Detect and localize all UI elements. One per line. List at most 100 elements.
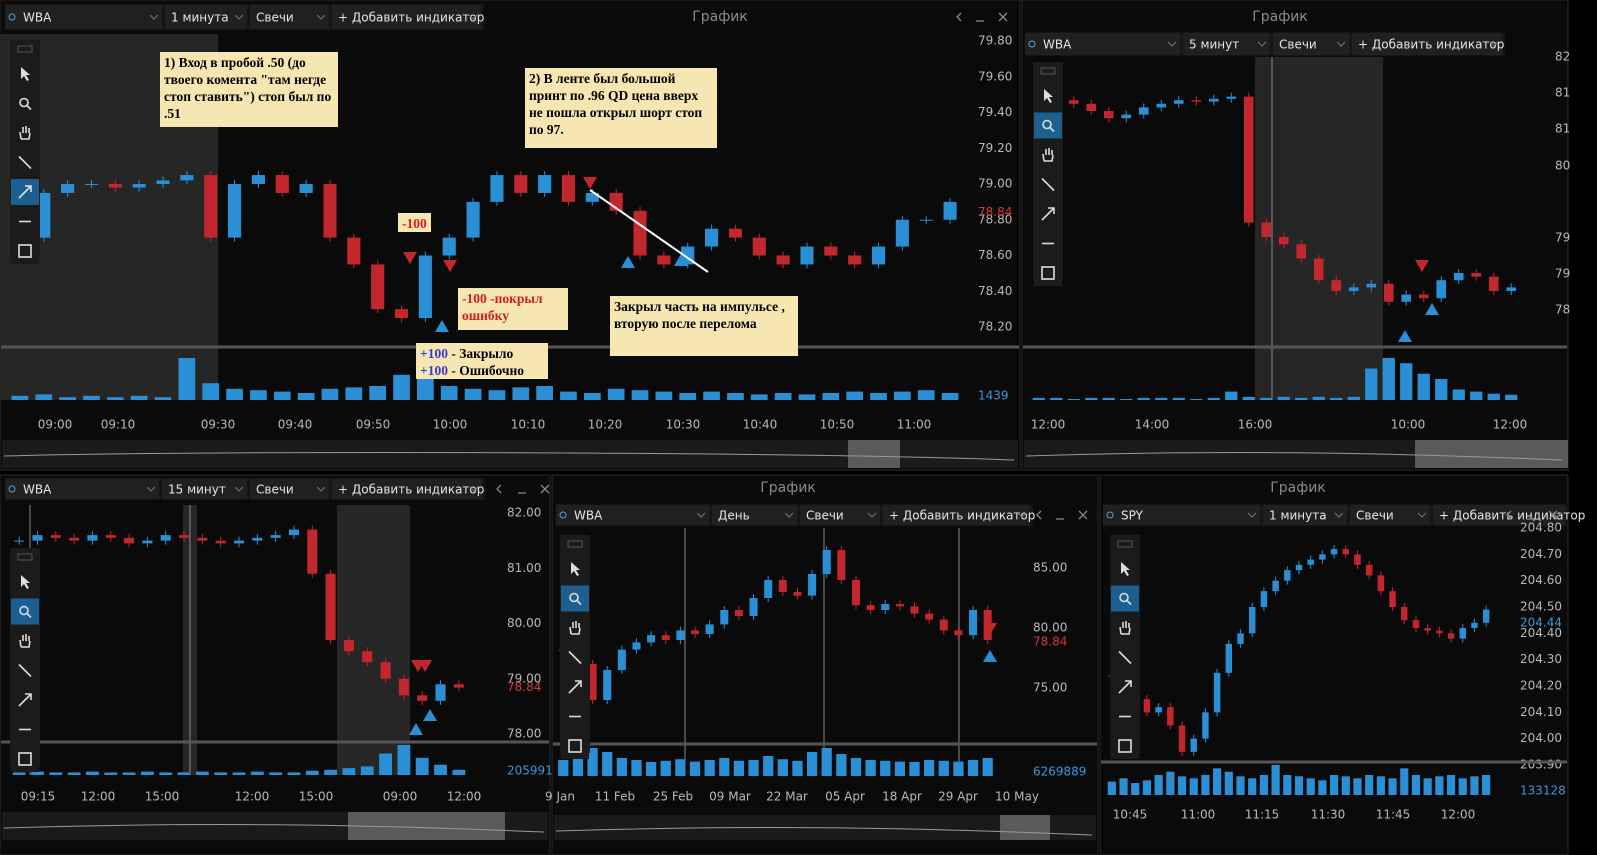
close-button[interactable] [1078,510,1088,520]
tool-button[interactable] [561,615,589,641]
candle [252,537,263,541]
tool-button[interactable] [1111,733,1139,759]
header-dropdown[interactable] [883,505,1030,525]
candle [108,184,122,188]
price-tick-label: 204.00 [1520,731,1562,745]
tool-button[interactable] [1111,615,1139,641]
candle [1225,643,1233,673]
tool-button[interactable] [11,238,39,264]
price-tick-label: 204.60 [1520,573,1562,587]
caret [149,14,159,20]
collapse-button[interactable] [496,484,502,494]
navigator-window[interactable] [1000,815,1050,840]
header-dropdown[interactable] [1350,505,1430,525]
header-dropdown[interactable] [1103,505,1260,525]
header-dropdown[interactable] [1025,33,1180,55]
volume-bar [938,760,949,776]
tool-button[interactable] [11,90,39,117]
candle [1401,294,1412,302]
volume-bar [1119,778,1128,795]
volume-bar [733,760,745,776]
volume-bar [645,762,657,776]
panel-title: График [760,480,816,496]
toolbar-grip [567,540,583,548]
header-dropdown[interactable] [800,505,880,525]
header-dropdown[interactable] [162,479,247,499]
header-dropdown[interactable] [556,505,709,525]
close-button[interactable] [1548,510,1558,520]
cursor-icon [571,562,580,576]
arrow-icon [568,680,582,694]
tool-button[interactable] [1034,260,1062,286]
candle [1167,707,1174,726]
header-dropdown[interactable] [1352,33,1502,55]
volume-bar [631,760,642,776]
header-dropdown[interactable] [332,479,482,499]
volume-bar [1189,778,1198,795]
candle [1261,222,1272,237]
header-dropdown[interactable] [250,479,329,499]
candle [1383,283,1394,302]
header-dropdown[interactable] [712,505,797,525]
volume-bar [297,393,315,400]
tool-button[interactable] [1034,142,1062,168]
price-tick-label: 204.40 [1520,626,1562,640]
volume-bar [1154,775,1163,795]
tool-button[interactable] [1111,585,1139,612]
candle [1488,276,1499,291]
header-dropdown[interactable] [5,5,162,29]
volume-bar [488,390,506,400]
price-tick-label: 81.00 [507,561,541,575]
header-symbol: SPY [1121,509,1144,523]
candle [848,255,862,265]
tool-button[interactable] [11,628,39,654]
candle [61,184,75,193]
header-dropdown[interactable] [1263,505,1347,525]
candle [156,180,170,184]
volume-bar [704,760,715,776]
volume-bar [83,395,100,400]
candle [1459,628,1466,639]
tool-button[interactable] [561,585,589,612]
time-label: 15:00 [299,790,334,804]
volume-bar [1330,397,1343,400]
volume-bar [655,391,673,400]
navigator-window[interactable] [848,440,900,468]
candle [1295,564,1303,571]
candle [514,175,528,193]
close-button[interactable] [540,484,550,494]
header-dropdown[interactable] [5,479,159,499]
collapse-button[interactable] [1506,510,1512,520]
zoom-icon [19,605,29,616]
header-dropdown[interactable] [165,5,247,29]
navigator-window[interactable] [1415,440,1568,468]
volume-bar [1341,776,1350,795]
caret [867,512,877,518]
volume-bar [631,390,649,400]
collapse-button[interactable] [956,12,962,22]
header-dropdown[interactable] [1273,33,1349,55]
sell-marker [983,623,997,635]
candle [87,535,98,541]
volume-bar [1236,776,1245,795]
toolbar-grip [17,553,33,561]
candle [132,184,146,188]
header-dropdown[interactable] [1433,505,1565,525]
header-dropdown[interactable] [250,5,329,29]
tool-button[interactable] [11,598,39,625]
tool-button[interactable] [561,733,589,759]
collapse-button[interactable] [1036,510,1042,520]
header-dropdown[interactable] [1183,33,1270,55]
volume-bar [1423,778,1432,795]
tool-button[interactable] [11,120,39,146]
tool-button[interactable] [11,746,39,772]
zoom-icon [569,592,579,603]
sell-marker [443,260,457,272]
volume-bar [321,388,339,400]
header-symbol: WBA [23,483,52,497]
time-label: 09:40 [278,418,313,432]
header-dropdown[interactable] [332,5,481,29]
close-button[interactable] [998,12,1008,22]
candle [435,684,446,701]
tool-button[interactable] [1034,112,1062,139]
